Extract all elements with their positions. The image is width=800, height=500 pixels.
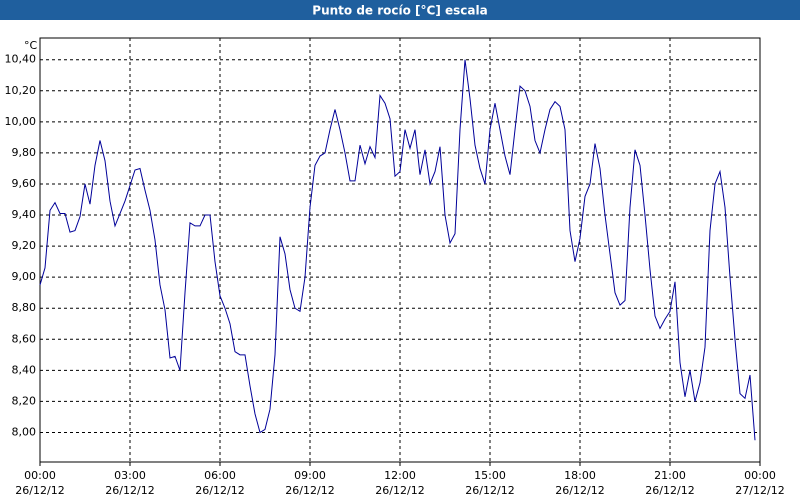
chart-title: Punto de rocío [°C] escala: [312, 4, 487, 18]
y-tick-label: 9,40: [12, 208, 37, 221]
x-tick-date: 26/12/12: [555, 484, 604, 497]
x-tick-label: 18:00: [564, 469, 596, 482]
y-tick-label: 9,20: [12, 239, 37, 252]
y-tick-label: 9,60: [12, 177, 37, 190]
x-tick-date: 26/12/12: [15, 484, 64, 497]
y-tick-label: 8,80: [12, 301, 37, 314]
x-tick-label: 21:00: [654, 469, 686, 482]
y-tick-label: 9,80: [12, 146, 37, 159]
y-tick-label: 8,60: [12, 332, 37, 345]
y-tick-label: 8,00: [12, 425, 37, 438]
x-tick-date: 26/12/12: [195, 484, 244, 497]
x-tick-label: 03:00: [114, 469, 146, 482]
x-tick-date: 26/12/12: [645, 484, 694, 497]
x-tick-date: 26/12/12: [105, 484, 154, 497]
y-tick-label: 8,20: [12, 394, 37, 407]
y-tick-label: 10,00: [5, 115, 37, 128]
y-tick-label: 9,00: [12, 270, 37, 283]
x-tick-date: 26/12/12: [375, 484, 424, 497]
plot-border: [39, 37, 761, 463]
title-bar: [0, 0, 800, 20]
x-tick-date: 26/12/12: [285, 484, 334, 497]
x-tick-date: 26/12/12: [465, 484, 514, 497]
x-tick-label: 00:00: [744, 469, 776, 482]
x-tick-label: 06:00: [204, 469, 236, 482]
x-tick-label: 09:00: [294, 469, 326, 482]
y-tick-label: 10,20: [5, 84, 37, 97]
x-tick-label: 15:00: [474, 469, 506, 482]
y-tick-label: 8,40: [12, 363, 37, 376]
line: [39, 59, 756, 441]
y-unit: °C: [24, 39, 38, 52]
x-tick-date: 27/12/12: [735, 484, 784, 497]
x-tick-label: 00:00: [24, 469, 56, 482]
x-tick-label: 12:00: [384, 469, 416, 482]
y-tick-label: 10,40: [5, 53, 37, 66]
